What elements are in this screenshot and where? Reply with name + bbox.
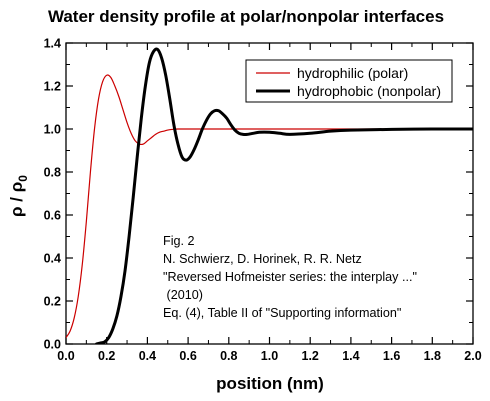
x-tick-label: 1.6 [383, 349, 400, 363]
annotation-line-fig: Fig. 2 [163, 234, 195, 248]
y-tick-label: 0.4 [44, 252, 61, 266]
y-tick-label: 1.4 [44, 37, 61, 51]
y-axis-title-subscript: 0 [16, 175, 30, 182]
series-layer [66, 47, 473, 344]
citation-annotation: Fig. 2 N. Schwierz, D. Horinek, R. R. Ne… [163, 234, 417, 320]
axis-ticks [65, 42, 474, 345]
y-tick-label: 0.0 [44, 338, 61, 352]
y-tick-label: 1.0 [44, 123, 61, 137]
y-axis-title: ρ / ρ0 [7, 175, 30, 217]
legend-label-hydrophobic: hydrophobic (nonpolar) [297, 83, 441, 99]
x-tick-label: 1.8 [424, 349, 441, 363]
series-line-hydrophilic [66, 74, 473, 339]
series-line-hydrophobic [95, 47, 473, 344]
annotation-line-source: Eq. (4), Table II of "Supporting informa… [163, 306, 401, 320]
y-tick-label: 0.6 [44, 209, 61, 223]
y-tick-label: 0.2 [44, 295, 61, 309]
annotation-line-title: "Reversed Hofmeister series: the interpl… [163, 270, 417, 284]
y-axis-title-main: ρ / ρ [7, 182, 26, 217]
tick-labels: 0.0 0.2 0.4 0.6 0.8 1.0 1.2 1.4 1.6 1.8 2.0 0.0 0.2 0… [44, 37, 482, 364]
x-axis-title: position (nm) [216, 374, 324, 393]
x-tick-label: 0.0 [57, 349, 74, 363]
annotation-line-year: (2010) [163, 288, 203, 302]
y-tick-label: 1.2 [44, 80, 61, 94]
x-tick-label: 2.0 [464, 349, 481, 363]
legend: hydrophilic (polar) hydrophobic (nonpola… [245, 59, 453, 103]
x-tick-label: 0.2 [98, 349, 115, 363]
legend-label-hydrophilic: hydrophilic (polar) [297, 65, 408, 81]
legend-box [245, 59, 453, 103]
x-tick-label: 0.8 [220, 349, 237, 363]
y-tick-label: 0.8 [44, 166, 61, 180]
x-tick-label: 0.6 [179, 349, 196, 363]
x-tick-label: 1.0 [261, 349, 278, 363]
x-tick-label: 1.4 [342, 349, 359, 363]
x-tick-label: 0.4 [139, 349, 156, 363]
chart-title: Water density profile at polar/nonpolar … [48, 7, 444, 26]
annotation-line-authors: N. Schwierz, D. Horinek, R. R. Netz [163, 252, 362, 266]
x-tick-label: 1.2 [302, 349, 319, 363]
